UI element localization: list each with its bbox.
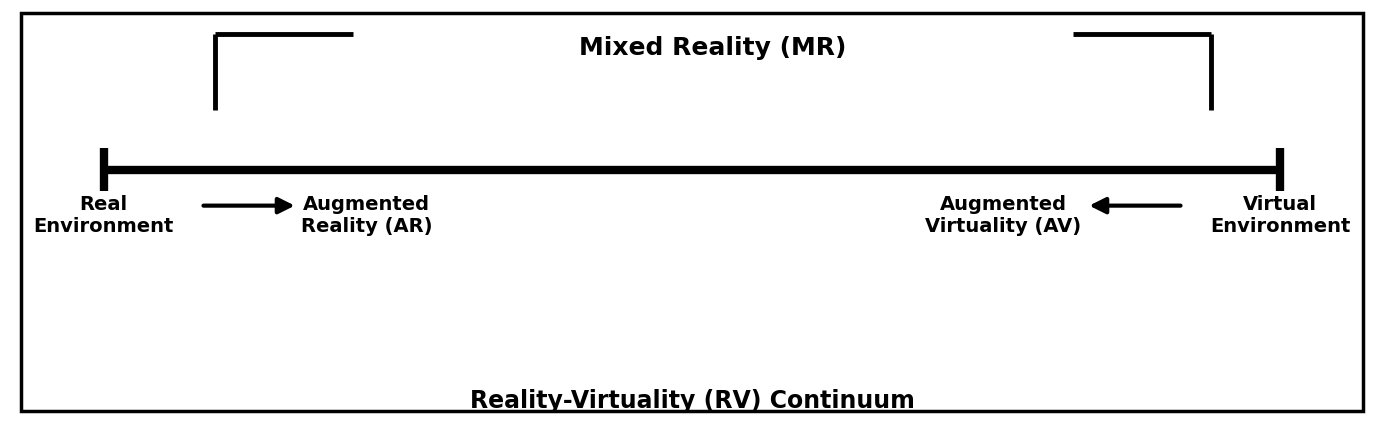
Text: Augmented
Virtuality (AV): Augmented Virtuality (AV): [926, 195, 1081, 236]
Text: Reality-Virtuality (RV) Continuum: Reality-Virtuality (RV) Continuum: [469, 389, 915, 413]
Text: Virtual
Environment: Virtual Environment: [1210, 195, 1351, 236]
Text: Real
Environment: Real Environment: [33, 195, 174, 236]
Text: Augmented
Reality (AR): Augmented Reality (AR): [300, 195, 433, 236]
Text: Mixed Reality (MR): Mixed Reality (MR): [579, 36, 847, 60]
